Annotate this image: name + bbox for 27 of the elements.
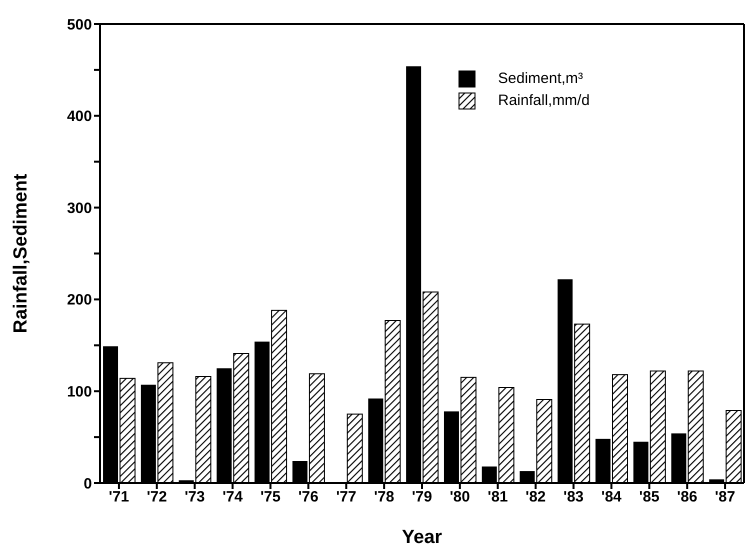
y-tick-label: 400 [66, 108, 92, 126]
x-tick-label: '76 [298, 488, 318, 506]
x-tick-label: '77 [336, 488, 356, 506]
x-tick-label: '82 [526, 488, 546, 506]
y-tick-label: 100 [66, 384, 92, 401]
x-tick-label: '81 [488, 488, 508, 506]
x-tick-label: '73 [184, 488, 205, 506]
y-tick-label: 500 [66, 16, 92, 34]
y-tick-label: 0 [84, 475, 92, 492]
x-tick-label: '86 [677, 488, 698, 506]
x-axis-title: Year [402, 527, 443, 548]
x-tick-label: '78 [374, 488, 394, 506]
x-tick-label: '75 [260, 488, 281, 506]
x-tick-label: '80 [450, 488, 470, 506]
x-tick-label: '87 [714, 488, 736, 506]
x-tick-label: '84 [601, 488, 622, 506]
x-tick-label: '79 [412, 488, 432, 506]
y-axis-title: Rainfall,Sediment [10, 173, 32, 334]
x-tick-label: '74 [222, 488, 244, 506]
x-tick-label: '83 [563, 488, 584, 506]
y-tick-label: 200 [66, 292, 92, 309]
legend-label: Sediment,m³ [498, 69, 584, 89]
x-tick-label: '85 [639, 488, 660, 506]
x-tick-label: '71 [108, 488, 130, 506]
x-tick-label: '72 [146, 488, 167, 506]
legend-label: Rainfall,mm/d [498, 91, 590, 111]
y-tick-label: 300 [66, 200, 92, 217]
